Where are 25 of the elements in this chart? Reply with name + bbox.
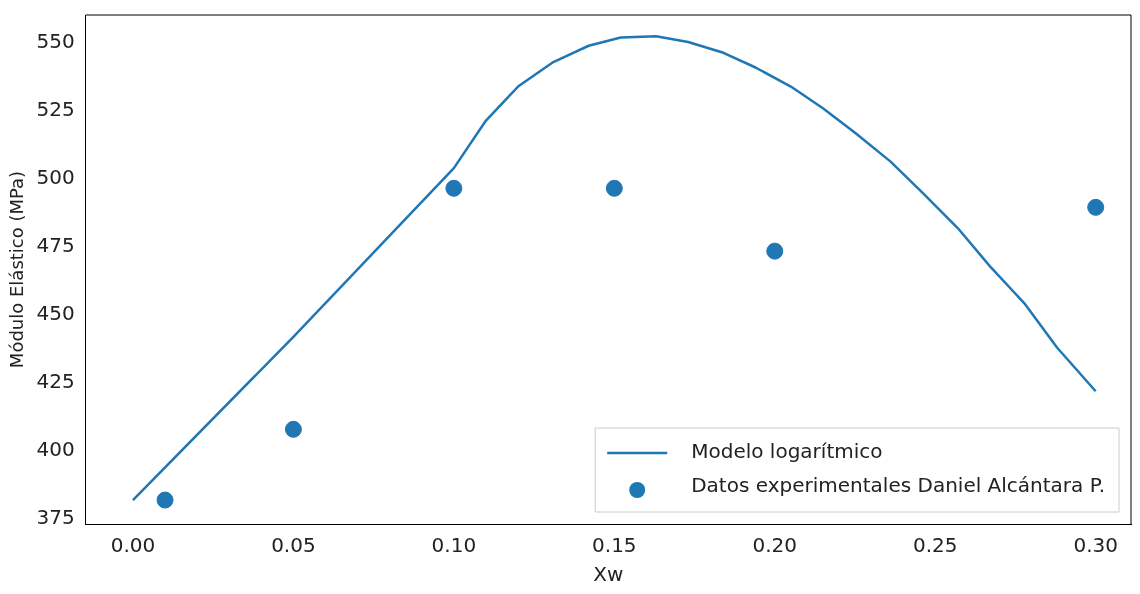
x-tick-label: 0.10: [431, 533, 477, 558]
point: [445, 179, 463, 197]
point: [766, 242, 784, 260]
x-axis-title: Xw: [593, 562, 624, 587]
y-tick-label: 500: [36, 165, 75, 190]
legend-label: Datos experimentales Daniel Alcántara P.: [691, 473, 1106, 498]
x-tick-label: 0.00: [110, 533, 156, 558]
y-tick-label: 375: [36, 505, 75, 530]
y-axis-title: Módulo Elástico (MPa): [6, 170, 28, 369]
x-tick-label: 0.25: [912, 533, 958, 558]
y-tick-label: 475: [36, 233, 75, 258]
y-tick-label: 425: [36, 369, 75, 394]
point: [1087, 198, 1105, 216]
point: [156, 491, 174, 509]
x-tick-label: 0.30: [1073, 533, 1118, 558]
y-tick-label: 550: [36, 29, 75, 54]
legend-label: Modelo logarítmico: [691, 439, 883, 464]
x-tick-label: 0.05: [271, 533, 316, 558]
y-tick-label: 525: [36, 97, 75, 122]
y-tick-label: 400: [36, 437, 75, 462]
x-tick-label: 0.20: [752, 533, 798, 558]
x-tick-label: 0.15: [592, 533, 637, 558]
point: [605, 179, 623, 197]
y-tick-label: 450: [36, 301, 75, 326]
point: [284, 420, 302, 438]
